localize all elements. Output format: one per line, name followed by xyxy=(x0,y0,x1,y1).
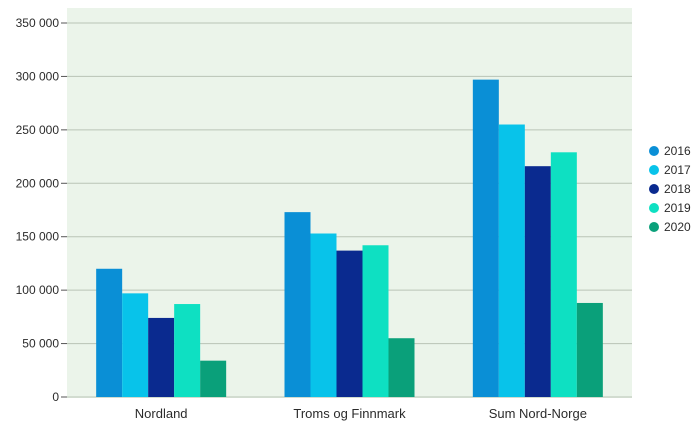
bar-2020 xyxy=(388,338,415,397)
legend-swatch-2019 xyxy=(649,203,659,213)
bar-2016 xyxy=(96,268,123,397)
legend-label-2018: 2018 xyxy=(664,182,691,196)
y-axis-ticks: 0 50 000 100 000 150 000 200 000 250 000 300 0… xyxy=(16,16,67,404)
bar-2017 xyxy=(122,293,149,397)
bar-2020 xyxy=(200,360,227,397)
bar-2019 xyxy=(174,304,201,397)
x-category-label: Sum Nord-Norge xyxy=(489,406,587,421)
x-category-label: Nordland xyxy=(135,406,188,421)
bar-2017 xyxy=(498,124,525,397)
legend-swatch-2017 xyxy=(649,165,659,175)
y-tick-label: 100 000 xyxy=(16,283,60,297)
y-tick-label: 0 xyxy=(52,390,59,404)
bar-2018 xyxy=(524,166,551,397)
legend-label-2020: 2020 xyxy=(664,220,691,234)
y-tick-label: 200 000 xyxy=(16,176,60,190)
y-tick-label: 300 000 xyxy=(16,69,60,83)
legend: 2016 2017 2018 2019 2020 xyxy=(649,144,691,234)
legend-swatch-2020 xyxy=(649,222,659,232)
bars xyxy=(96,79,603,398)
bar-2018 xyxy=(336,250,363,397)
bar-2018 xyxy=(148,317,175,397)
x-axis-labels: Nordland Troms og Finnmark Sum Nord-Norge xyxy=(135,406,587,421)
legend-swatch-2016 xyxy=(649,146,659,156)
legend-swatch-2018 xyxy=(649,184,659,194)
bar-2017 xyxy=(310,233,337,397)
bar-2016 xyxy=(472,79,499,398)
bar-2019 xyxy=(550,152,577,397)
y-tick-label: 50 000 xyxy=(22,337,59,351)
legend-label-2016: 2016 xyxy=(664,144,691,158)
y-tick-label: 150 000 xyxy=(16,230,60,244)
legend-label-2017: 2017 xyxy=(664,163,691,177)
y-tick-label: 350 000 xyxy=(16,16,60,30)
bar-2019 xyxy=(362,245,389,397)
x-category-label: Troms og Finnmark xyxy=(293,406,406,421)
bar-2016 xyxy=(284,212,311,397)
legend-label-2019: 2019 xyxy=(664,201,691,215)
y-tick-label: 250 000 xyxy=(16,123,60,137)
bar-2020 xyxy=(576,302,603,397)
